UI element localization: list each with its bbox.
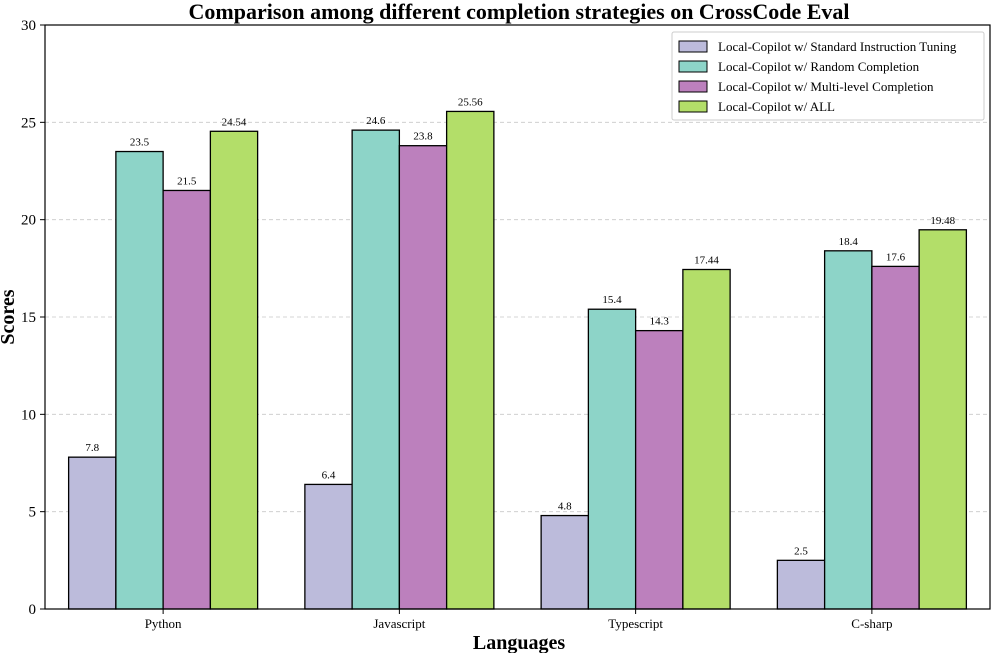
data-label: 4.8 xyxy=(558,501,572,513)
chart-title: Comparison among different completion st… xyxy=(189,0,850,24)
bar xyxy=(918,229,968,610)
data-label: 25.56 xyxy=(458,96,483,108)
x-axis-label: Languages xyxy=(473,632,565,653)
legend-swatch xyxy=(678,80,708,93)
data-label: 15.4 xyxy=(602,294,622,306)
legend-swatch xyxy=(678,100,708,113)
y-axis-label: Scores xyxy=(0,289,19,344)
bar xyxy=(115,150,164,610)
data-label: 23.5 xyxy=(130,137,150,149)
y-tick-label: 10 xyxy=(21,407,36,423)
legend-label: Local-Copilot w/ Random Completion xyxy=(718,59,920,74)
bars xyxy=(67,110,968,610)
x-tick-label: C-sharp xyxy=(851,616,892,631)
bar xyxy=(540,514,590,610)
bar xyxy=(682,268,731,610)
bar xyxy=(634,329,684,610)
data-label: 23.8 xyxy=(413,131,433,143)
data-labels: 7.8 23.5 21.5 24.54 6.4 24.6 23.8 25.56 4.8 15.4 1… xyxy=(85,96,955,557)
y-tick-label: 25 xyxy=(21,115,36,131)
data-label: 24.54 xyxy=(222,116,247,128)
bar xyxy=(587,308,637,610)
legend-swatch xyxy=(678,60,708,73)
bar xyxy=(823,250,873,610)
data-label: 21.5 xyxy=(177,175,197,187)
y-tick-label: 15 xyxy=(21,310,36,326)
legend-swatch xyxy=(678,40,708,53)
x-tick-label: Typescript xyxy=(608,616,663,631)
y-tick-label: 20 xyxy=(21,213,36,229)
data-label: 14.3 xyxy=(650,316,670,328)
bar xyxy=(445,110,495,610)
data-label: 6.4 xyxy=(322,469,336,481)
bar xyxy=(776,559,826,610)
bar xyxy=(871,265,920,610)
y-tick-label: 30 xyxy=(21,18,36,34)
x-tick-label: Javascript xyxy=(373,616,425,631)
legend-label: Local-Copilot w/ Multi-level Completion xyxy=(718,79,934,94)
data-label: 17.44 xyxy=(694,255,719,267)
data-label: 19.48 xyxy=(930,215,955,227)
x-axis-ticks: Python Javascript Typescript C-sharp xyxy=(145,609,892,631)
data-label: 24.6 xyxy=(366,115,386,127)
y-axis-ticks: 0 5 10 15 20 25 30 xyxy=(21,18,45,618)
bar xyxy=(67,456,117,610)
data-label: 18.4 xyxy=(839,236,859,248)
bar xyxy=(398,145,448,610)
bar xyxy=(304,483,353,610)
y-tick-label: 0 xyxy=(29,602,37,618)
legend-box xyxy=(671,31,985,121)
legend: Local-Copilot w/ Standard Instruction Tu… xyxy=(671,31,985,121)
bar xyxy=(209,130,259,610)
bar xyxy=(351,129,401,610)
bar xyxy=(162,189,212,610)
data-label: 2.5 xyxy=(794,545,808,557)
y-tick-label: 5 xyxy=(29,505,37,521)
legend-label: Local-Copilot w/ Standard Instruction Tu… xyxy=(718,39,957,54)
x-tick-label: Python xyxy=(145,616,182,631)
legend-label: Local-Copilot w/ ALL xyxy=(718,99,835,114)
data-label: 7.8 xyxy=(85,442,99,454)
data-label: 17.6 xyxy=(886,251,906,263)
